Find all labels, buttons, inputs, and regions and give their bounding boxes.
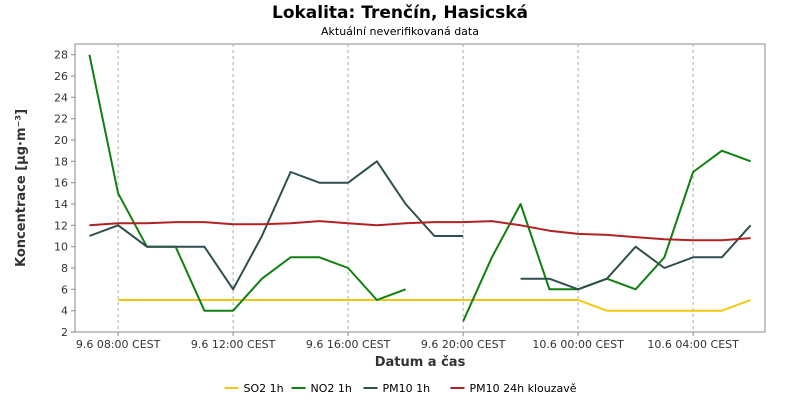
y-tick-label: 4 [61,305,68,318]
y-tick-label: 24 [54,91,68,104]
legend-label: SO2 1h [244,382,284,395]
y-tick-label: 18 [54,155,68,168]
y-tick-label: 2 [61,326,68,339]
x-axis-label: Datum a čas [375,355,466,370]
legend: SO2 1h NO2 1h PM10 1h PM10 24h klouzavě [224,382,577,395]
y-tick-label: 14 [54,198,68,211]
plot-area [74,43,766,333]
y-tick-label: 10 [54,241,68,254]
series-line-pm10-1h [89,160,464,291]
grid [117,44,694,332]
x-tick-label: 9.6 12:00 CEST [191,338,276,351]
chart-title: Lokalita: Trenčín, Hasicská [272,3,528,23]
legend-label: NO2 1h [311,382,352,395]
legend-item: NO2 1h [291,382,352,395]
legend-item: PM10 1h [363,382,431,395]
x-axis-ticks: 9.6 08:00 CEST 9.6 12:00 CEST 9.6 16:00 CE… [76,332,739,351]
x-tick-label: 9.6 16:00 CEST [306,338,391,351]
y-tick-label: 22 [54,113,68,126]
y-tick-label: 8 [61,262,68,275]
series-line-so2-1h [118,299,751,312]
legend-label: PM10 1h [383,382,431,395]
series-line-no2-1h [88,54,406,312]
series-line-pm10-1h [520,224,752,291]
x-tick-label: 9.6 20:00 CEST [421,338,506,351]
y-tick-label: 6 [61,283,68,296]
x-tick-label: 9.6 08:00 CEST [76,338,161,351]
y-axis-label: Koncentrace [µg·m⁻³] [14,109,29,267]
series-group [88,54,752,322]
legend-item: SO2 1h [224,382,284,395]
y-tick-label: 12 [54,219,68,232]
y-tick-label: 28 [54,49,68,62]
y-tick-label: 26 [54,70,68,83]
legend-item: PM10 24h klouzavě [450,382,577,395]
series-line-pm10-24h-klouzav [89,220,751,242]
y-tick-label: 16 [54,177,68,190]
legend-label: PM10 24h klouzavě [470,382,577,395]
y-tick-label: 20 [54,134,68,147]
chart-subtitle: Aktuální neverifikovaná data [321,25,479,38]
x-tick-label: 10.6 00:00 CEST [532,338,624,351]
x-tick-label: 10.6 04:00 CEST [647,338,739,351]
